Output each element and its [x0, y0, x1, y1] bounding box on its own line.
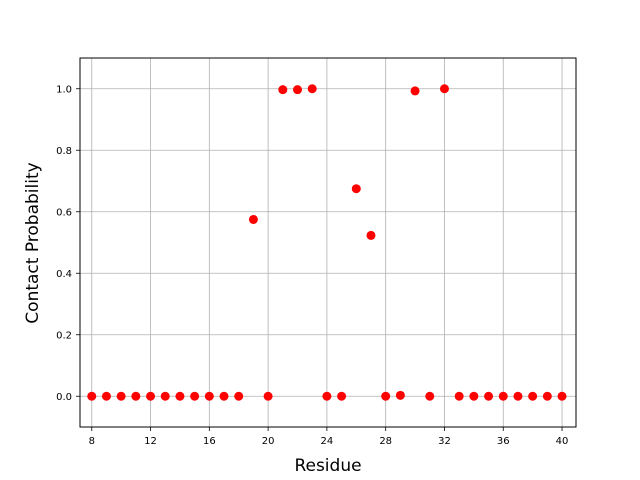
x-tick-label: 20: [262, 436, 275, 447]
data-point: [293, 85, 303, 95]
data-point: [219, 391, 229, 401]
x-tick-label: 40: [556, 436, 569, 447]
y-tick-label: 0.8: [56, 146, 72, 157]
y-tick-label: 0.4: [56, 269, 72, 280]
data-point: [557, 391, 567, 401]
data-point: [101, 391, 111, 401]
data-point: [204, 391, 214, 401]
x-tick-label: 28: [379, 436, 392, 447]
data-point: [248, 214, 258, 224]
data-point: [542, 391, 552, 401]
data-point: [351, 184, 361, 194]
data-point: [146, 391, 156, 401]
data-point: [498, 391, 508, 401]
plot-frame: [79, 57, 577, 428]
data-point: [454, 391, 464, 401]
y-axis-ticks: 0.0 0.2 0.4 0.6 0.8 1.0: [56, 84, 80, 403]
data-points: [87, 84, 567, 401]
data-point: [425, 391, 435, 401]
data-point: [513, 391, 523, 401]
y-tick-label: 0.2: [56, 330, 72, 341]
data-point: [131, 391, 141, 401]
x-tick-label: 24: [321, 436, 334, 447]
data-point: [469, 391, 479, 401]
data-point: [410, 86, 420, 96]
x-tick-label: 12: [144, 436, 157, 447]
data-point: [263, 391, 273, 401]
x-tick-label: 8: [89, 436, 95, 447]
data-point: [484, 391, 494, 401]
data-point: [234, 391, 244, 401]
x-tick-label: 36: [497, 436, 510, 447]
data-point: [366, 230, 376, 240]
data-point: [337, 391, 347, 401]
y-axis-title: Contact Probability: [23, 162, 43, 323]
data-point: [116, 391, 126, 401]
data-point: [322, 391, 332, 401]
y-tick-label: 1.0: [56, 84, 72, 95]
data-point: [381, 391, 391, 401]
x-tick-label: 32: [438, 436, 451, 447]
data-point: [190, 391, 200, 401]
data-point: [395, 390, 405, 400]
x-tick-label: 16: [203, 436, 216, 447]
data-point: [175, 391, 185, 401]
y-tick-label: 0.6: [56, 207, 72, 218]
data-point: [439, 84, 449, 94]
data-point: [278, 85, 288, 95]
x-axis-ticks: 8 12 16 20 24 28 32 36 40: [89, 427, 569, 447]
data-point: [528, 391, 538, 401]
data-point: [87, 391, 97, 401]
x-axis-title: Residue: [294, 456, 361, 476]
data-point: [160, 391, 170, 401]
y-tick-label: 0.0: [56, 392, 72, 403]
grid-lines: [80, 58, 576, 427]
data-point: [307, 84, 317, 94]
